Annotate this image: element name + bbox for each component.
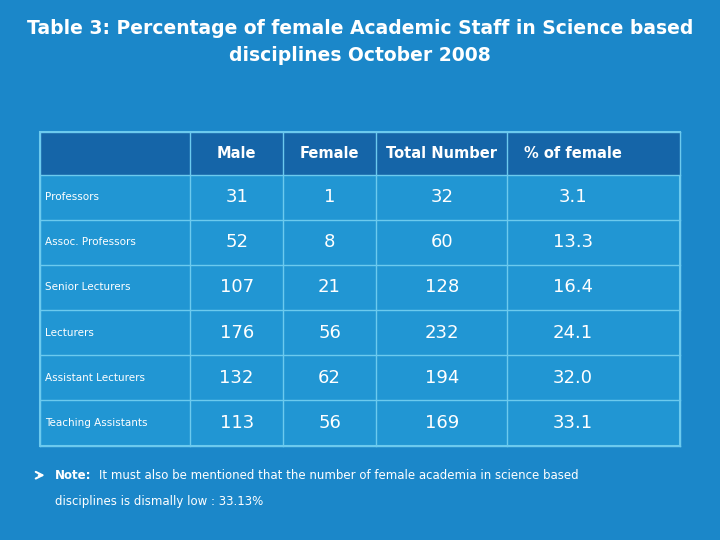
Text: 132: 132 xyxy=(220,369,254,387)
Text: 194: 194 xyxy=(425,369,459,387)
Text: disciplines is dismally low : 33.13%: disciplines is dismally low : 33.13% xyxy=(55,495,263,508)
Bar xyxy=(40,132,680,446)
Text: Assistant Lecturers: Assistant Lecturers xyxy=(45,373,145,383)
Text: 56: 56 xyxy=(318,323,341,342)
Text: Male: Male xyxy=(217,146,256,161)
Text: 32: 32 xyxy=(431,188,453,206)
Text: disciplines October 2008: disciplines October 2008 xyxy=(229,46,491,65)
Text: 1: 1 xyxy=(324,188,336,206)
Text: 176: 176 xyxy=(220,323,253,342)
Bar xyxy=(40,132,680,174)
Text: 62: 62 xyxy=(318,369,341,387)
Text: 24.1: 24.1 xyxy=(553,323,593,342)
Text: 33.1: 33.1 xyxy=(553,414,593,432)
Text: Note:: Note: xyxy=(55,469,91,482)
Text: 113: 113 xyxy=(220,414,253,432)
Text: 60: 60 xyxy=(431,233,453,251)
Text: It must also be mentioned that the number of female academia in science based: It must also be mentioned that the numbe… xyxy=(99,469,579,482)
Text: 21: 21 xyxy=(318,279,341,296)
Text: Professors: Professors xyxy=(45,192,99,202)
Text: 31: 31 xyxy=(225,188,248,206)
Text: % of female: % of female xyxy=(524,146,622,161)
Text: Female: Female xyxy=(300,146,359,161)
Text: Lecturers: Lecturers xyxy=(45,328,94,338)
Text: Table 3: Percentage of female Academic Staff in Science based: Table 3: Percentage of female Academic S… xyxy=(27,19,693,38)
Text: Assoc. Professors: Assoc. Professors xyxy=(45,237,136,247)
Text: Total Number: Total Number xyxy=(386,146,498,161)
Text: Teaching Assistants: Teaching Assistants xyxy=(45,418,148,428)
Text: 232: 232 xyxy=(425,323,459,342)
Text: 8: 8 xyxy=(324,233,336,251)
Text: 16.4: 16.4 xyxy=(553,279,593,296)
Text: 169: 169 xyxy=(425,414,459,432)
Text: 13.3: 13.3 xyxy=(553,233,593,251)
Text: 128: 128 xyxy=(425,279,459,296)
Text: 107: 107 xyxy=(220,279,253,296)
Text: 32.0: 32.0 xyxy=(553,369,593,387)
Text: 56: 56 xyxy=(318,414,341,432)
Text: Senior Lecturers: Senior Lecturers xyxy=(45,282,131,293)
Text: 52: 52 xyxy=(225,233,248,251)
Text: 3.1: 3.1 xyxy=(559,188,588,206)
